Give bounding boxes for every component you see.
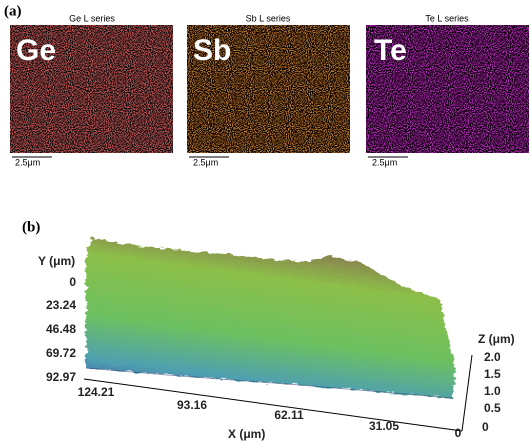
map-title: Te L series	[425, 13, 469, 23]
map-noise	[366, 25, 529, 153]
y-tick-label: 23.24	[46, 298, 76, 312]
y-tick-label: 46.48	[46, 322, 76, 336]
element-label: Ge	[16, 34, 56, 67]
y-tick-label: 0	[69, 275, 76, 289]
surface	[86, 238, 456, 398]
z-tick-label: 0	[482, 420, 489, 434]
axis-title: Z (μm)	[478, 332, 515, 346]
map-noise	[187, 25, 350, 153]
map-te: Te L series Te 2.5μm	[366, 13, 529, 167]
map-title: Sb L series	[246, 13, 291, 23]
z-axis	[461, 354, 473, 432]
z-tick-label: 1.5	[484, 367, 501, 381]
scale-label: 2.5μm	[15, 157, 40, 167]
x-tick-label: 62.11	[274, 408, 304, 422]
x-axis	[83, 378, 463, 432]
axis-title: X (μm)	[228, 427, 265, 441]
z-tick-label: 1.0	[484, 384, 501, 398]
map-title: Ge L series	[69, 13, 115, 23]
surface-edge	[85, 367, 453, 399]
z-tick-label: 2.0	[484, 350, 501, 364]
axis-title: Y (μm)	[38, 254, 75, 268]
x-tick-label: 31.05	[369, 419, 399, 433]
map-sb: Sb L series Sb 2.5μm	[187, 13, 350, 167]
panel-label: (a)	[4, 3, 22, 19]
scale-label: 2.5μm	[193, 157, 218, 167]
element-label: Sb	[193, 34, 231, 67]
element-label: Te	[374, 34, 407, 67]
x-tick-label: 93.16	[177, 398, 207, 412]
map-noise	[10, 25, 173, 153]
panel-label: (b)	[22, 219, 40, 235]
map-ge: Ge L series Ge 2.5μm	[10, 13, 173, 167]
x-tick-label: 0	[455, 426, 462, 440]
y-tick-label: 92.97	[46, 370, 76, 384]
x-tick-label: 124.21	[78, 385, 115, 399]
y-tick-label: 69.72	[46, 346, 76, 360]
z-tick-label: 0.5	[484, 401, 501, 415]
scale-label: 2.5μm	[372, 157, 397, 167]
